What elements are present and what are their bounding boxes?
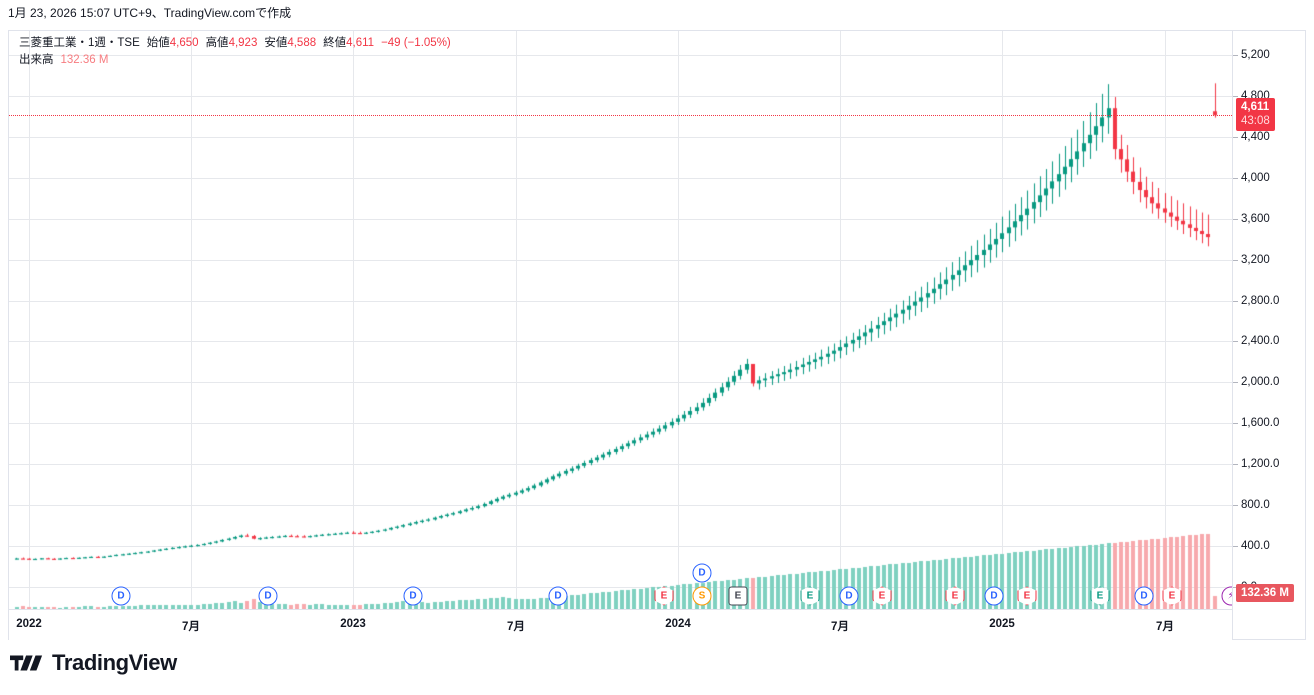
event-marker-e-14[interactable]: E xyxy=(1090,586,1110,606)
price-axis[interactable]: 5,200 4,800 4,400 4,000 3,600 3,200 2,800.0 2,4… xyxy=(1232,31,1305,639)
event-marker-e-10[interactable]: E xyxy=(872,586,892,606)
event-marker-label: E xyxy=(734,590,742,601)
event-marker-d-12[interactable]: D xyxy=(984,586,1004,606)
price-tick-label: 2,400.0 xyxy=(1241,335,1280,348)
event-marker-label: D xyxy=(409,590,417,601)
bar-countdown: 43:08 xyxy=(1241,115,1270,128)
time-tick-label: 2024 xyxy=(665,618,691,630)
event-marker-d-1[interactable]: D xyxy=(258,586,278,606)
time-tick-label: 7月 xyxy=(507,621,525,633)
time-axis[interactable]: 20227月20237月20247月20257月2026 xyxy=(9,609,1232,641)
price-tick-mark xyxy=(1233,95,1238,97)
event-marker-d-9[interactable]: D xyxy=(839,586,859,606)
event-marker-label: ⚡ xyxy=(1227,590,1232,601)
price-tick-label: 2,800.0 xyxy=(1241,294,1280,307)
price-tick-label: 1,600.0 xyxy=(1241,417,1280,430)
price-tick-mark xyxy=(1233,300,1238,302)
event-marker-e-4[interactable]: E xyxy=(654,586,674,606)
tradingview-mark-icon xyxy=(10,655,43,671)
price-tick-mark xyxy=(1233,341,1238,343)
price-tick-label: 4,000 xyxy=(1241,171,1270,184)
event-marker-e-7[interactable]: E xyxy=(728,586,748,606)
time-tick-label: 7月 xyxy=(1156,621,1174,633)
event-marker-s-6[interactable]: S xyxy=(692,586,712,606)
price-tick-mark xyxy=(1233,505,1238,507)
event-marker-label: D xyxy=(698,567,706,578)
time-tick-label: 2025 xyxy=(989,618,1015,630)
price-tick-label: 1,200.0 xyxy=(1241,458,1280,471)
chart-caption: 1月 23, 2026 15:07 UTC+9、TradingView.comで… xyxy=(8,6,292,20)
last-volume-badge: 132.36 M xyxy=(1236,583,1294,602)
price-tick-label: 2,000.0 xyxy=(1241,376,1280,389)
event-marker-label: E xyxy=(951,590,959,601)
event-marker-label: E xyxy=(660,590,668,601)
event-marker-label: D xyxy=(117,590,125,601)
event-marker-label: S xyxy=(698,590,706,601)
event-marker-d-0[interactable]: D xyxy=(111,586,131,606)
event-marker-label: E xyxy=(1023,590,1031,601)
price-tick-mark xyxy=(1233,177,1238,179)
price-tick-mark xyxy=(1233,546,1238,548)
price-tick-mark xyxy=(1233,587,1238,588)
last-price-badge: 4,611 43:08 xyxy=(1236,98,1275,132)
price-tick-mark xyxy=(1233,423,1238,425)
event-marker-label: D xyxy=(264,590,272,601)
last-price-value: 4,611 xyxy=(1241,101,1270,114)
event-marker-label: D xyxy=(845,590,853,601)
price-tick-label: 3,600 xyxy=(1241,212,1270,225)
event-marker-label: E xyxy=(806,590,814,601)
event-marker-e-16[interactable]: E xyxy=(1162,586,1182,606)
price-tick-label: 5,200 xyxy=(1241,49,1270,61)
price-tick-label: 800.0 xyxy=(1241,499,1270,512)
event-marker-label: D xyxy=(990,590,998,601)
event-marker-d-5[interactable]: D xyxy=(692,563,712,583)
price-tick-mark xyxy=(1233,259,1238,261)
candlestick-series xyxy=(9,31,1232,609)
tradingview-logo: TradingView xyxy=(10,652,177,674)
time-tick-label: 7月 xyxy=(831,621,849,633)
event-marker-e-8[interactable]: E xyxy=(800,586,820,606)
event-marker-e-11[interactable]: E xyxy=(945,586,965,606)
event-marker-e-13[interactable]: E xyxy=(1017,586,1037,606)
price-tick-mark xyxy=(1233,218,1238,220)
price-tick-mark xyxy=(1233,136,1238,138)
time-tick-label: 2023 xyxy=(340,618,366,630)
event-marker-label: E xyxy=(878,590,886,601)
price-tick-mark xyxy=(1233,55,1238,56)
event-marker-label: D xyxy=(1140,590,1148,601)
price-tick-label: 3,200 xyxy=(1241,253,1270,266)
event-marker-d-15[interactable]: D xyxy=(1134,586,1154,606)
tradingview-wordmark: TradingView xyxy=(52,650,177,675)
last-price-line xyxy=(9,115,1232,117)
time-tick-label: 2022 xyxy=(16,618,42,630)
event-marker-d-3[interactable]: D xyxy=(548,586,568,606)
event-marker-label: E xyxy=(1096,590,1104,601)
price-tick-label: 4,400 xyxy=(1241,130,1270,143)
event-marker-label: D xyxy=(554,590,562,601)
plot-area[interactable]: D D D D E D S E E D E E D E E D E ⚡ xyxy=(9,31,1232,609)
chart-frame: D D D D E D S E E D E E D E E D E ⚡ 三菱重工業・1週・TSE 始値4,650 高値… xyxy=(8,30,1306,641)
event-marker-d-2[interactable]: D xyxy=(403,586,423,606)
price-tick-label: 400.0 xyxy=(1241,540,1270,553)
time-tick-label: 7月 xyxy=(182,621,200,633)
price-tick-mark xyxy=(1233,464,1238,466)
event-marker-label: E xyxy=(1168,590,1176,601)
price-tick-mark xyxy=(1233,382,1238,384)
